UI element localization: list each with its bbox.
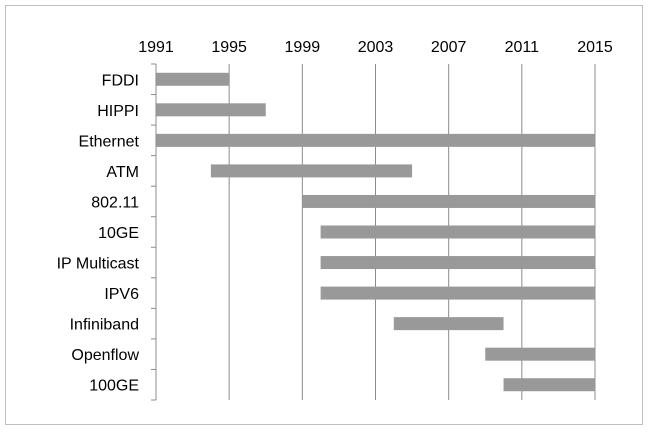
- bar-atm: [210, 164, 413, 178]
- category-label: Openflow: [71, 347, 139, 364]
- x-tick-label: 2007: [431, 39, 467, 56]
- x-tick-label: 1991: [138, 39, 174, 56]
- bar-fddi: [156, 72, 230, 86]
- x-tick-labels: 1991 1995 1999 2003 2007 2011 2015: [138, 39, 613, 56]
- bar-infiniband: [393, 317, 504, 331]
- category-label: Infiniband: [70, 317, 139, 334]
- category-label: 100GE: [89, 378, 139, 395]
- x-tick-label: 2011: [505, 39, 540, 56]
- bar-hippi: [156, 103, 266, 117]
- bar-100ge: [503, 378, 595, 392]
- x-tick-label: 1999: [285, 39, 321, 56]
- x-tick-label: 2015: [577, 39, 613, 56]
- category-label: Ethernet: [79, 133, 140, 150]
- x-tick-label: 1995: [211, 39, 247, 56]
- bar-10ge: [320, 225, 595, 239]
- gridlines: [228, 64, 596, 400]
- bars: [156, 72, 595, 392]
- bar-802-11: [302, 194, 595, 208]
- chart-frame: [5, 5, 643, 425]
- category-label: 10GE: [98, 225, 139, 242]
- category-label: FDDI: [102, 72, 139, 89]
- x-tick-label: 2003: [358, 39, 394, 56]
- bar-openflow: [485, 347, 595, 361]
- axes: [151, 63, 157, 401]
- category-label: ATM: [106, 164, 139, 181]
- category-labels: FDDI HIPPI Ethernet ATM 802.11 10GE IP Multica…: [57, 72, 140, 394]
- bar-ipv6: [320, 286, 595, 300]
- category-label: IP Multicast: [57, 256, 140, 273]
- category-label: HIPPI: [97, 103, 139, 120]
- bar-ip-multicast: [320, 256, 595, 270]
- bar-ethernet: [156, 133, 595, 147]
- category-label: 802.11: [91, 194, 139, 211]
- category-label: IPV6: [104, 286, 139, 303]
